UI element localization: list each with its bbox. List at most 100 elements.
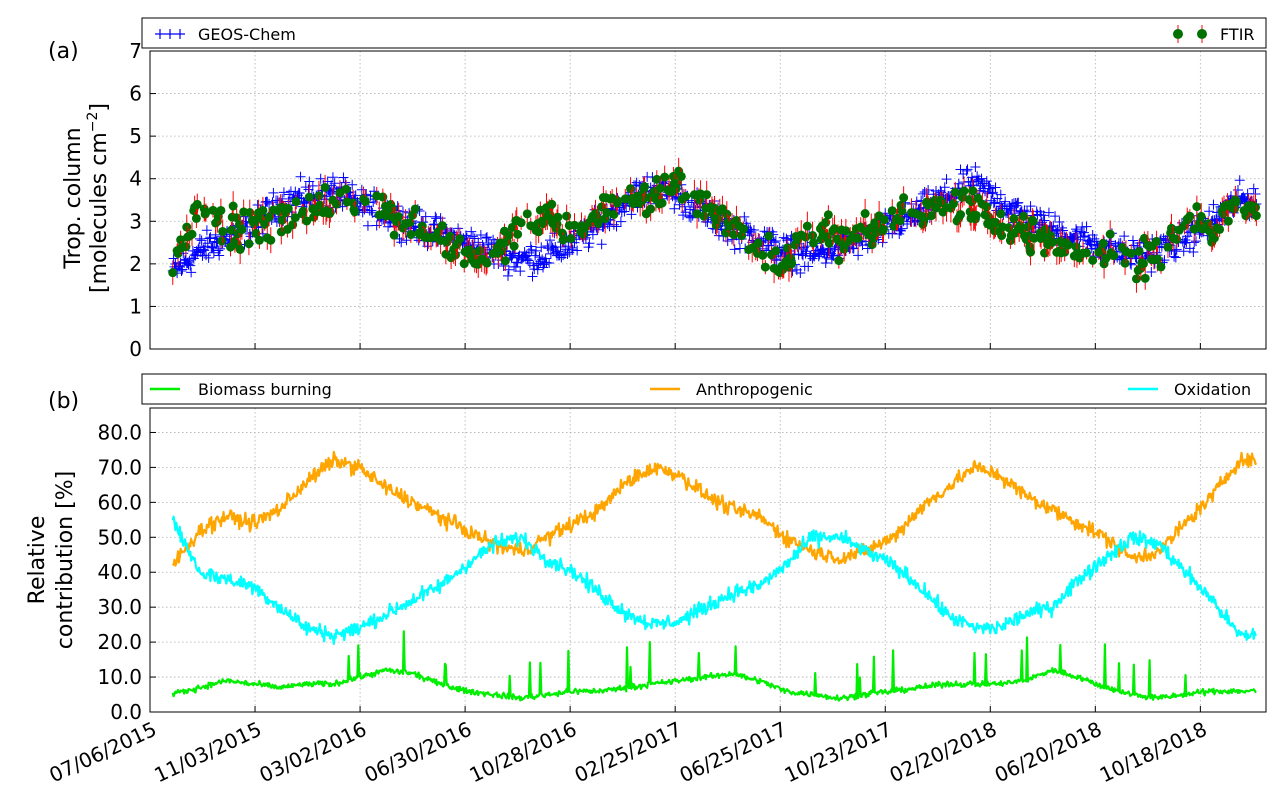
ftir-point	[860, 209, 870, 219]
geos-chem-point	[987, 187, 998, 198]
geos-chem-point	[204, 233, 215, 244]
geos-chem-point	[1052, 224, 1063, 235]
ftir-point	[314, 191, 324, 201]
geos-chem-point	[347, 179, 358, 190]
ftir-point	[593, 218, 603, 228]
ftir-point	[821, 217, 831, 227]
ftir-point	[1251, 211, 1261, 221]
ftir-point	[218, 226, 228, 236]
ylabel-exponent: −2	[85, 112, 101, 133]
geos-chem-point	[980, 186, 991, 197]
y-tick-label: 3	[129, 209, 142, 233]
y-tick-label: 6	[129, 82, 142, 106]
geos-chem-point	[396, 237, 407, 248]
geos-chem-point	[1234, 175, 1245, 186]
geos-chem-point	[194, 242, 205, 253]
ftir-point	[1047, 237, 1057, 247]
geos-chem-point	[532, 264, 543, 275]
ylabel-line2-main: [molecules cm	[87, 132, 112, 293]
geos-chem-point	[190, 250, 201, 261]
y-tick-label: 4	[129, 167, 142, 191]
geos-chem-point	[572, 245, 583, 256]
y-tick-label: 7	[129, 39, 142, 63]
geos-chem-point	[1050, 226, 1061, 237]
ftir-point	[258, 205, 268, 215]
y-tick-label: 80.0	[97, 420, 142, 444]
geos-chem-point	[923, 184, 934, 195]
geos-chem-point	[473, 237, 484, 248]
geos-chem-point	[596, 239, 607, 250]
ftir-point	[628, 199, 638, 209]
series-biomass-burning	[171, 630, 1257, 702]
ftir-point	[1131, 274, 1141, 284]
ftir-point	[1138, 259, 1148, 269]
geos-chem-point	[526, 244, 537, 255]
geos-chem-point	[1178, 246, 1189, 257]
x-tick-label: 11/03/2015	[151, 717, 266, 787]
geos-chem-point	[502, 270, 513, 281]
ftir-point	[482, 258, 492, 268]
geos-chem-point	[669, 203, 680, 214]
geos-chem-point	[984, 180, 995, 191]
geos-chem-point	[813, 251, 824, 262]
geos-chem-point	[995, 189, 1006, 200]
geos-chem-point	[1232, 184, 1243, 195]
ftir-point	[1126, 248, 1136, 258]
ylabel-close: ]	[87, 103, 112, 112]
geos-chem-point	[562, 248, 573, 259]
geos-chem-point	[739, 211, 750, 222]
ftir-point	[235, 244, 245, 254]
geos-chem-point	[987, 188, 998, 199]
y-tick-label: 50.0	[97, 525, 142, 549]
geos-chem-point	[896, 225, 907, 236]
geos-chem-point	[552, 246, 563, 257]
geos-chem-point	[679, 201, 690, 212]
ftir-point	[1098, 238, 1108, 248]
x-tick-label: 02/25/2017	[571, 717, 686, 787]
geos-chem-point	[277, 193, 288, 204]
geos-chem-point	[587, 229, 598, 240]
ftir-point	[283, 203, 293, 213]
ftir-point	[640, 182, 650, 192]
ftir-point	[927, 211, 937, 221]
geos-chem-point	[523, 255, 534, 266]
geos-chem-point	[185, 260, 196, 271]
geos-chem-point	[800, 248, 811, 259]
ftir-point	[760, 262, 770, 272]
ftir-point	[808, 238, 818, 248]
series-ftir	[168, 157, 1261, 293]
ftir-point	[722, 209, 732, 219]
geos-chem-point	[176, 265, 187, 276]
geos-chem-point	[196, 235, 207, 246]
geos-chem-point	[1083, 235, 1094, 246]
geos-chem-point	[1054, 216, 1065, 227]
ftir-point	[1223, 216, 1233, 226]
panel-b: Biomass burning Anthropogenic Oxidation (b…	[25, 373, 1267, 787]
ftir-point	[959, 186, 969, 196]
geos-chem-point	[746, 227, 757, 238]
geos-chem-point	[678, 210, 689, 221]
ftir-point	[325, 207, 335, 217]
ftir-point	[1063, 240, 1073, 250]
geos-chem-point	[205, 232, 216, 243]
ftir-point	[1250, 202, 1260, 212]
ftir-point	[971, 210, 981, 220]
geos-chem-point	[466, 226, 477, 237]
geos-chem-point	[203, 252, 214, 263]
ftir-point	[729, 230, 739, 240]
geos-chem-point	[481, 233, 492, 244]
x-tick-label: 02/20/2018	[886, 717, 1001, 787]
legend-geos-chem-label: GEOS-Chem	[198, 25, 296, 44]
ftir-point	[808, 231, 818, 241]
geos-chem-point	[828, 250, 839, 261]
geos-chem-point	[558, 250, 569, 261]
geos-chem-point	[685, 212, 696, 223]
ftir-point	[1023, 222, 1033, 232]
geos-chem-point	[1039, 215, 1050, 226]
x-tick-label: 03/02/2016	[256, 717, 371, 787]
ftir-point	[824, 238, 834, 248]
geos-chem-point	[1009, 205, 1020, 216]
ftir-point	[216, 205, 226, 215]
geos-chem-point	[567, 244, 578, 255]
